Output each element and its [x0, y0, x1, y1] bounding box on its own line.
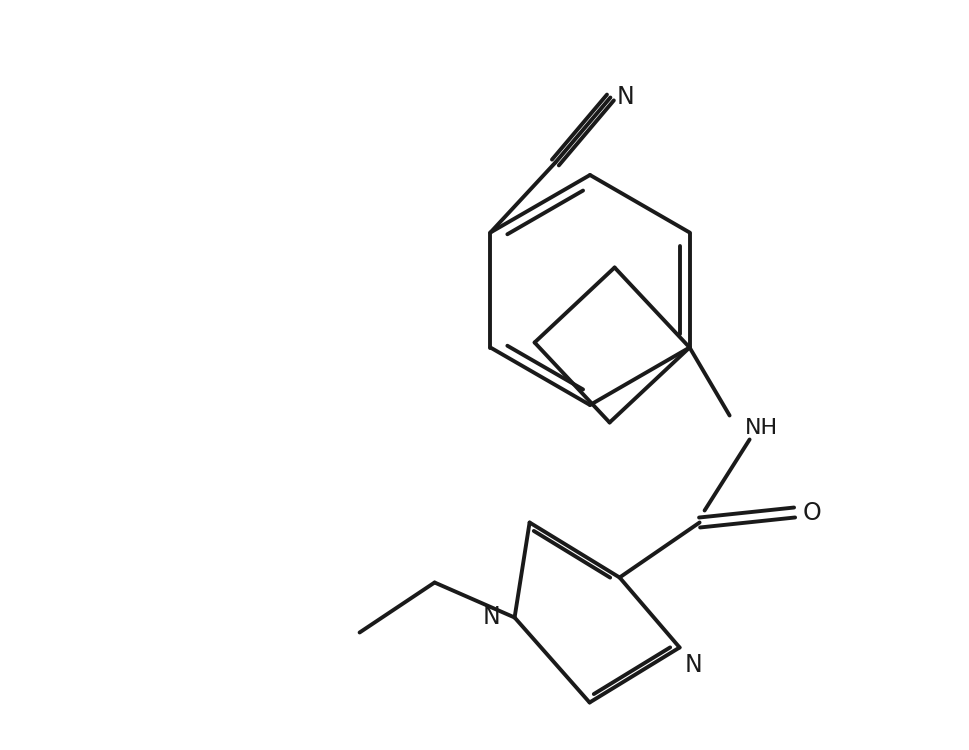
Text: N: N: [615, 86, 634, 109]
Text: O: O: [801, 500, 821, 524]
Text: N: N: [684, 652, 702, 676]
Text: N: N: [483, 605, 500, 629]
Text: NH: NH: [744, 418, 777, 437]
